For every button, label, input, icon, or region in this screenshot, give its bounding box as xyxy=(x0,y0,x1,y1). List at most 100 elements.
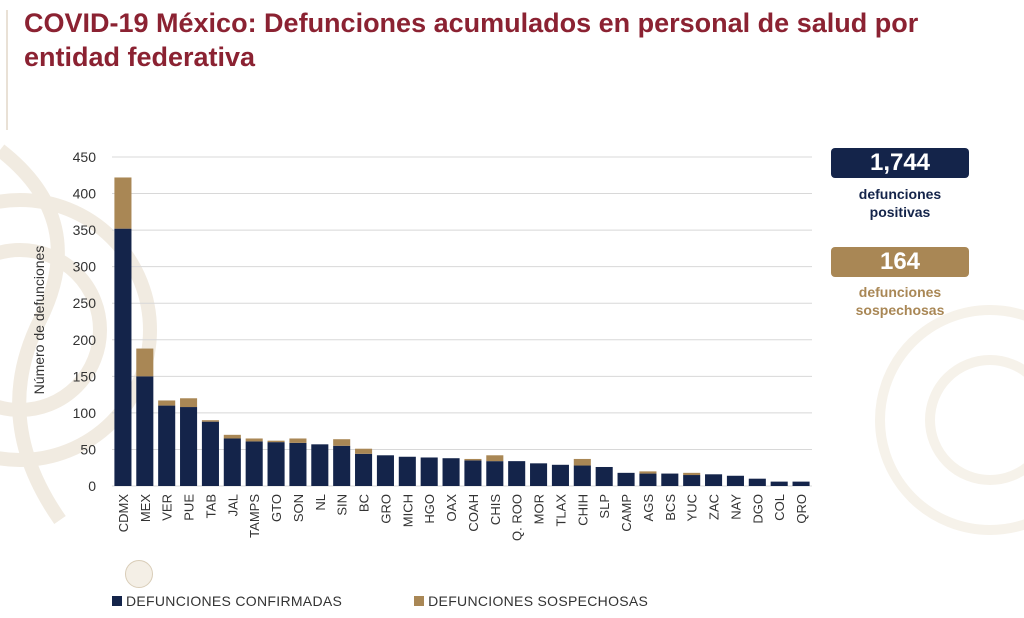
x-tick-label: PUE xyxy=(182,494,197,521)
bar-confirmed-pue xyxy=(180,407,198,486)
legend-item-suspected: DEFUNCIONES SOSPECHOSAS xyxy=(414,593,648,609)
x-tick-label: COL xyxy=(772,494,787,521)
bar-suspected-chih xyxy=(573,458,591,466)
bar-confirmed-gro xyxy=(376,455,394,486)
x-tick-label: GRO xyxy=(378,494,393,524)
x-tick-label: BCS xyxy=(663,494,678,521)
bar-suspected-bc xyxy=(355,448,373,454)
x-tick-label: AGS xyxy=(641,494,656,522)
bar-suspected-pue xyxy=(180,398,198,408)
bar-confirmed-coah xyxy=(464,460,482,486)
legend-item-confirmed: DEFUNCIONES CONFIRMADAS xyxy=(112,593,342,609)
x-tick-label: OAX xyxy=(444,494,459,522)
bar-confirmed-qroo xyxy=(508,461,526,486)
y-tick-label: 300 xyxy=(73,259,97,275)
y-tick-label: 100 xyxy=(73,405,97,421)
y-tick-label: 350 xyxy=(73,222,97,238)
legend-label-confirmed: DEFUNCIONES CONFIRMADAS xyxy=(126,593,343,609)
y-axis-label: Número de defunciones xyxy=(31,246,47,395)
legend-swatch-confirmed xyxy=(112,596,122,606)
x-tick-label: MICH xyxy=(400,494,415,527)
bar-confirmed-tab xyxy=(201,421,219,486)
bar-confirmed-nay xyxy=(726,475,744,486)
bar-confirmed-tamps xyxy=(245,441,263,486)
bar-confirmed-hgo xyxy=(420,457,438,486)
bar-suspected-sin xyxy=(333,439,351,446)
positive-deaths-caption: defunciones positivas xyxy=(826,185,974,221)
x-tick-label: SLP xyxy=(597,494,612,519)
x-tick-label: NAY xyxy=(728,494,743,520)
bar-suspected-mex xyxy=(136,348,154,377)
x-tick-label: NL xyxy=(313,494,328,511)
seal-icon xyxy=(125,560,153,588)
suspected-deaths-caption: defunciones sospechosas xyxy=(826,283,974,319)
bar-confirmed-mor xyxy=(530,463,548,486)
bars xyxy=(114,177,810,486)
bar-suspected-ags xyxy=(639,471,657,474)
bar-confirmed-slp xyxy=(595,466,613,486)
legend-label-suspected: DEFUNCIONES SOSPECHOSAS xyxy=(428,593,649,609)
x-tick-label: VER xyxy=(160,494,175,521)
bar-confirmed-chis xyxy=(486,461,504,486)
bar-suspected-tab xyxy=(201,420,219,422)
x-tick-label: TLAX xyxy=(553,494,568,527)
x-tick-label: CHIS xyxy=(488,494,503,525)
bar-confirmed-qro xyxy=(792,481,810,486)
bar-confirmed-dgo xyxy=(748,478,766,486)
x-tick-label: YUC xyxy=(685,494,700,521)
bar-confirmed-chih xyxy=(573,465,591,486)
chart-legend: DEFUNCIONES CONFIRMADAS DEFUNCIONES SOSP… xyxy=(112,592,720,610)
bar-suspected-ver xyxy=(158,400,176,406)
bar-confirmed-camp xyxy=(617,472,635,486)
bar-suspected-yuc xyxy=(683,472,701,476)
bar-confirmed-jal xyxy=(223,438,241,486)
x-tick-label: CAMP xyxy=(619,494,634,532)
x-tick-label: JAL xyxy=(225,494,240,516)
bar-confirmed-yuc xyxy=(683,475,701,486)
positive-deaths-total: 1,744 xyxy=(831,148,969,178)
x-tick-label: TAMPS xyxy=(247,494,262,538)
bar-confirmed-nl xyxy=(311,444,329,486)
bar-confirmed-ver xyxy=(158,405,176,486)
bar-confirmed-bcs xyxy=(661,473,679,486)
x-tick-label: DGO xyxy=(750,494,765,524)
x-tick-label: ZAC xyxy=(707,494,722,520)
y-tick-label: 250 xyxy=(73,295,97,311)
bar-suspected-tamps xyxy=(245,438,263,442)
legend-swatch-suspected xyxy=(414,596,425,606)
bar-confirmed-col xyxy=(770,481,788,486)
x-tick-label: BC xyxy=(357,494,372,512)
suspected-deaths-total: 164 xyxy=(831,247,969,277)
y-tick-label: 150 xyxy=(73,368,97,384)
positive-caption-line1: defunciones xyxy=(858,186,942,202)
bar-confirmed-ags xyxy=(639,473,657,486)
bar-confirmed-gto xyxy=(267,442,285,486)
bar-confirmed-zac xyxy=(705,474,723,486)
bar-confirmed-mex xyxy=(136,376,154,486)
bar-suspected-cdmx xyxy=(114,177,132,229)
bar-suspected-coah xyxy=(464,458,482,461)
bar-confirmed-mich xyxy=(398,456,416,486)
y-tick-label: 0 xyxy=(88,478,96,494)
y-tick-label: 450 xyxy=(73,149,97,165)
x-tick-label: QRO xyxy=(794,494,809,524)
x-tick-label: Q. ROO xyxy=(510,494,525,541)
bar-confirmed-son xyxy=(289,442,307,486)
y-tick-label: 50 xyxy=(80,441,96,457)
bar-confirmed-cdmx xyxy=(114,228,132,486)
decorative-side-line xyxy=(6,10,8,130)
bar-confirmed-oax xyxy=(442,458,460,486)
x-tick-label: COAH xyxy=(466,494,481,532)
bar-suspected-gto xyxy=(267,440,285,443)
bar-suspected-jal xyxy=(223,434,241,439)
x-tick-label: CHIH xyxy=(575,494,590,526)
x-tick-label: SON xyxy=(291,494,306,522)
y-tick-label: 200 xyxy=(73,332,97,348)
suspected-caption-line1: defunciones xyxy=(858,284,942,300)
bar-suspected-chis xyxy=(486,455,504,462)
bar-confirmed-bc xyxy=(355,453,373,486)
suspected-caption-line2: sospechosas xyxy=(855,302,945,318)
x-tick-label: GTO xyxy=(269,494,284,522)
x-tick-label: TAB xyxy=(203,494,218,518)
